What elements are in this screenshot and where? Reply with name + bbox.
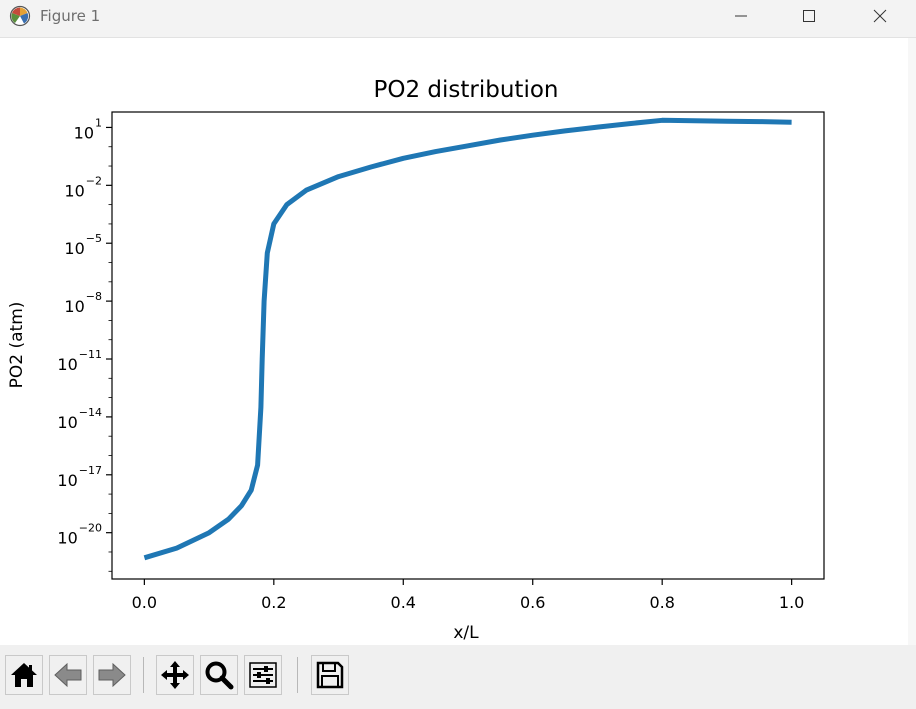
window-title: Figure 1: [40, 7, 101, 25]
y-tick-label: 10: [57, 529, 77, 548]
y-tick-exponent: −14: [79, 406, 102, 419]
magnifier-icon: [205, 661, 234, 690]
x-tick-label: 0.8: [649, 593, 674, 612]
back-arrow-icon: [54, 662, 82, 688]
minimize-button[interactable]: [706, 0, 776, 32]
y-tick-label: 10: [57, 355, 77, 374]
configure-subplots-button[interactable]: [244, 655, 282, 695]
app-icon: [9, 5, 31, 27]
back-button[interactable]: [49, 655, 87, 695]
x-tick-label: 0.0: [132, 593, 157, 612]
pan-button[interactable]: [156, 655, 194, 695]
toolbar-separator: [143, 657, 144, 693]
x-tick-label: 0.4: [391, 593, 416, 612]
y-tick-exponent: −20: [79, 522, 102, 535]
minimize-icon: [735, 15, 747, 17]
y-tick-exponent: −8: [86, 290, 102, 303]
y-tick-exponent: −5: [86, 232, 102, 245]
y-tick-label: 10: [64, 181, 84, 200]
zoom-button[interactable]: [200, 655, 238, 695]
y-tick-label: 10: [64, 239, 84, 258]
x-tick-label: 0.2: [261, 593, 286, 612]
floppy-disk-icon: [316, 661, 344, 689]
close-icon: [873, 9, 887, 23]
y-tick-exponent: −17: [79, 464, 102, 477]
y-tick-label: 10: [74, 123, 94, 142]
y-tick-label: 10: [64, 297, 84, 316]
x-tick-label: 1.0: [779, 593, 804, 612]
line-chart: PO2 distribution 0.0 0.2 0.4 0.6 0.8 1.0110−2…: [7, 77, 825, 643]
close-button[interactable]: [845, 0, 915, 32]
forward-button[interactable]: [93, 655, 131, 695]
window-titlebar: Figure 1: [0, 0, 916, 38]
home-button[interactable]: [5, 655, 43, 695]
sliders-icon: [249, 662, 277, 688]
x-axis-label: x/L: [453, 623, 479, 643]
forward-arrow-icon: [98, 662, 126, 688]
navigation-toolbar: [0, 645, 916, 709]
y-tick-exponent: −11: [79, 348, 102, 361]
y-tick-exponent: −2: [86, 174, 102, 187]
home-icon: [11, 663, 37, 687]
y-tick-label: 10: [57, 413, 77, 432]
x-tick-label: 0.6: [520, 593, 545, 612]
y-tick-exponent: 1: [95, 116, 102, 129]
chart-title: PO2 distribution: [374, 77, 559, 103]
move-icon: [161, 661, 189, 689]
maximize-button[interactable]: [774, 0, 844, 32]
toolbar-separator: [297, 657, 298, 693]
y-tick-label: 10: [57, 471, 77, 490]
save-button[interactable]: [311, 655, 349, 695]
figure-canvas[interactable]: PO2 distribution 0.0 0.2 0.4 0.6 0.8 1.0 1 10 −2…: [0, 38, 916, 645]
window-edge: [908, 38, 916, 709]
series-line-0: [143, 117, 792, 561]
maximize-icon: [803, 10, 815, 22]
plot-frame: [111, 111, 825, 580]
y-axis-label: PO2 (atm): [7, 302, 27, 389]
